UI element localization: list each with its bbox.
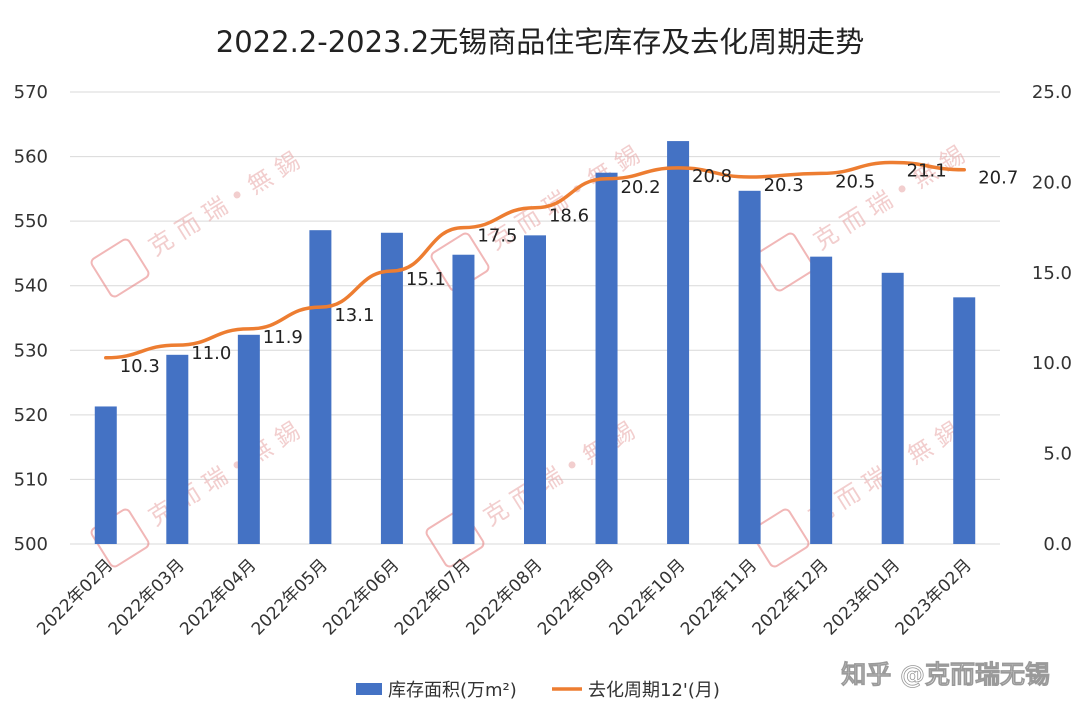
bar [738, 190, 761, 544]
bar [810, 256, 833, 544]
bar [237, 334, 260, 544]
data-label: 18.6 [549, 206, 589, 227]
bar [667, 141, 690, 544]
legend-label-line: 去化周期12'(月) [588, 680, 720, 701]
legend: 库存面积(万m²) 去化周期12'(月) [356, 680, 720, 701]
x-tick-label: 2022年07月 [391, 555, 475, 639]
data-label: 20.5 [835, 171, 875, 192]
x-tick-label: 2023年01月 [820, 555, 904, 639]
x-tick-label: 2022年02月 [33, 555, 117, 639]
x-tick-label: 2022年05月 [248, 555, 332, 639]
x-tick-label: 2022年11月 [677, 555, 761, 639]
left-tick-label: 530 [14, 340, 48, 361]
watermark-text: 克 而 瑞 • 無 錫 [809, 141, 970, 256]
stamp-icon [755, 232, 815, 292]
watermark-stamp: 克 而 瑞 • 無 錫 [90, 147, 305, 298]
bar [166, 354, 189, 544]
bar [380, 232, 403, 544]
data-label: 21.1 [907, 161, 947, 182]
right-tick-label: 5.0 [1043, 444, 1072, 465]
x-tick-label: 2022年03月 [105, 555, 189, 639]
x-axis-ticks: 2022年02月2022年03月2022年04月2022年05月2022年06月… [33, 555, 976, 639]
data-label: 13.1 [334, 305, 374, 326]
data-label: 20.3 [764, 175, 804, 196]
x-tick-label: 2022年12月 [749, 555, 833, 639]
x-tick-label: 2023年02月 [892, 555, 976, 639]
right-tick-label: 10.0 [1032, 353, 1072, 374]
line-series: 10.3 11.0 11.9 13.1 15.1 17.5 18.6 20.2 20.8 20.3… [104, 160, 1018, 377]
data-label: 11.9 [263, 327, 303, 348]
right-tick-label: 20.0 [1032, 172, 1072, 193]
left-tick-label: 550 [14, 211, 48, 232]
data-label: 20.7 [978, 168, 1018, 189]
bar [452, 254, 475, 544]
data-label: 20.8 [692, 166, 732, 187]
line-path [104, 160, 966, 360]
data-label: 10.3 [120, 356, 160, 377]
bar [94, 406, 117, 544]
bar [309, 230, 332, 544]
x-tick-label: 2022年04月 [176, 555, 260, 639]
data-label: 20.2 [620, 177, 660, 198]
left-tick-label: 560 [14, 147, 48, 168]
x-tick-label: 2022年08月 [462, 555, 546, 639]
bar [595, 172, 618, 544]
data-label: 17.5 [477, 226, 517, 247]
bar-series [94, 141, 976, 544]
bar [953, 297, 976, 544]
data-label: 11.0 [191, 343, 231, 364]
bar [524, 235, 546, 544]
watermark-text: 克 而 瑞 • 無 錫 [144, 147, 305, 262]
legend-swatch-bar [356, 683, 382, 695]
x-tick-label: 2022年10月 [606, 555, 690, 639]
stamp-icon [90, 238, 150, 298]
right-tick-label: 15.0 [1032, 263, 1072, 284]
stamp-icon [750, 508, 810, 568]
left-tick-label: 540 [14, 276, 48, 297]
right-axis-ticks: 0.0 5.0 10.0 15.0 20.0 25.0 [1032, 82, 1072, 555]
left-tick-label: 520 [14, 405, 48, 426]
right-tick-label: 25.0 [1032, 82, 1072, 103]
left-axis-ticks: 500 510 520 530 540 550 560 570 [14, 82, 48, 555]
chart-title: 2022.2-2023.2无锡商品住宅库存及去化周期走势 [216, 25, 864, 59]
legend-label-bar: 库存面积(万m²) [388, 680, 517, 701]
bar [881, 272, 904, 544]
left-tick-label: 570 [14, 82, 48, 103]
x-tick-label: 2022年09月 [534, 555, 618, 639]
data-label: 15.1 [406, 269, 446, 290]
right-tick-label: 0.0 [1043, 534, 1072, 555]
left-tick-label: 510 [14, 469, 48, 490]
x-tick-label: 2022年06月 [319, 555, 403, 639]
left-tick-label: 500 [14, 534, 48, 555]
source-watermark: 知乎 @克而瑞无锡 [841, 660, 1050, 689]
